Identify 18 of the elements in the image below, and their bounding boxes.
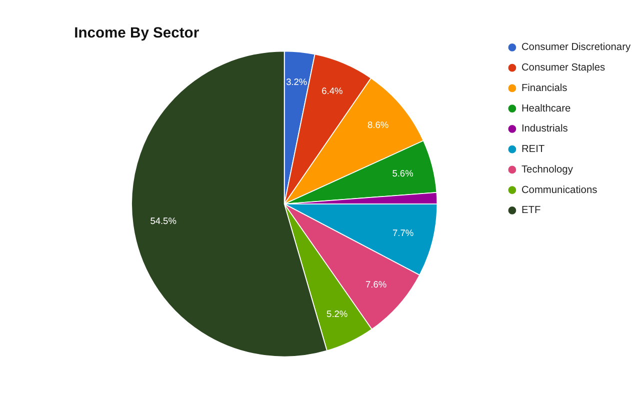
legend-label: Communications	[521, 184, 598, 196]
data-label: 3.2%	[286, 77, 308, 88]
legend-label: Consumer Staples	[521, 62, 606, 74]
legend-label: Consumer Discretionary	[521, 42, 632, 54]
chart-title: Income By Sector	[74, 25, 200, 42]
legend-label: Technology	[521, 164, 574, 176]
legend-label: ETF	[521, 205, 541, 216]
legend-label: Financials	[521, 82, 568, 94]
legend-label: REIT	[521, 144, 545, 156]
data-label: 7.7%	[392, 228, 414, 238]
data-label: 5.2%	[326, 309, 348, 320]
legend-label: Healthcare	[521, 103, 571, 114]
data-label: 7.6%	[366, 280, 387, 290]
data-label: 54.5%	[150, 216, 176, 226]
legend-label: Industrials	[521, 124, 568, 135]
data-label: 5.6%	[392, 168, 414, 178]
data-label: 6.4%	[322, 86, 343, 96]
data-label: 8.6%	[368, 120, 389, 130]
